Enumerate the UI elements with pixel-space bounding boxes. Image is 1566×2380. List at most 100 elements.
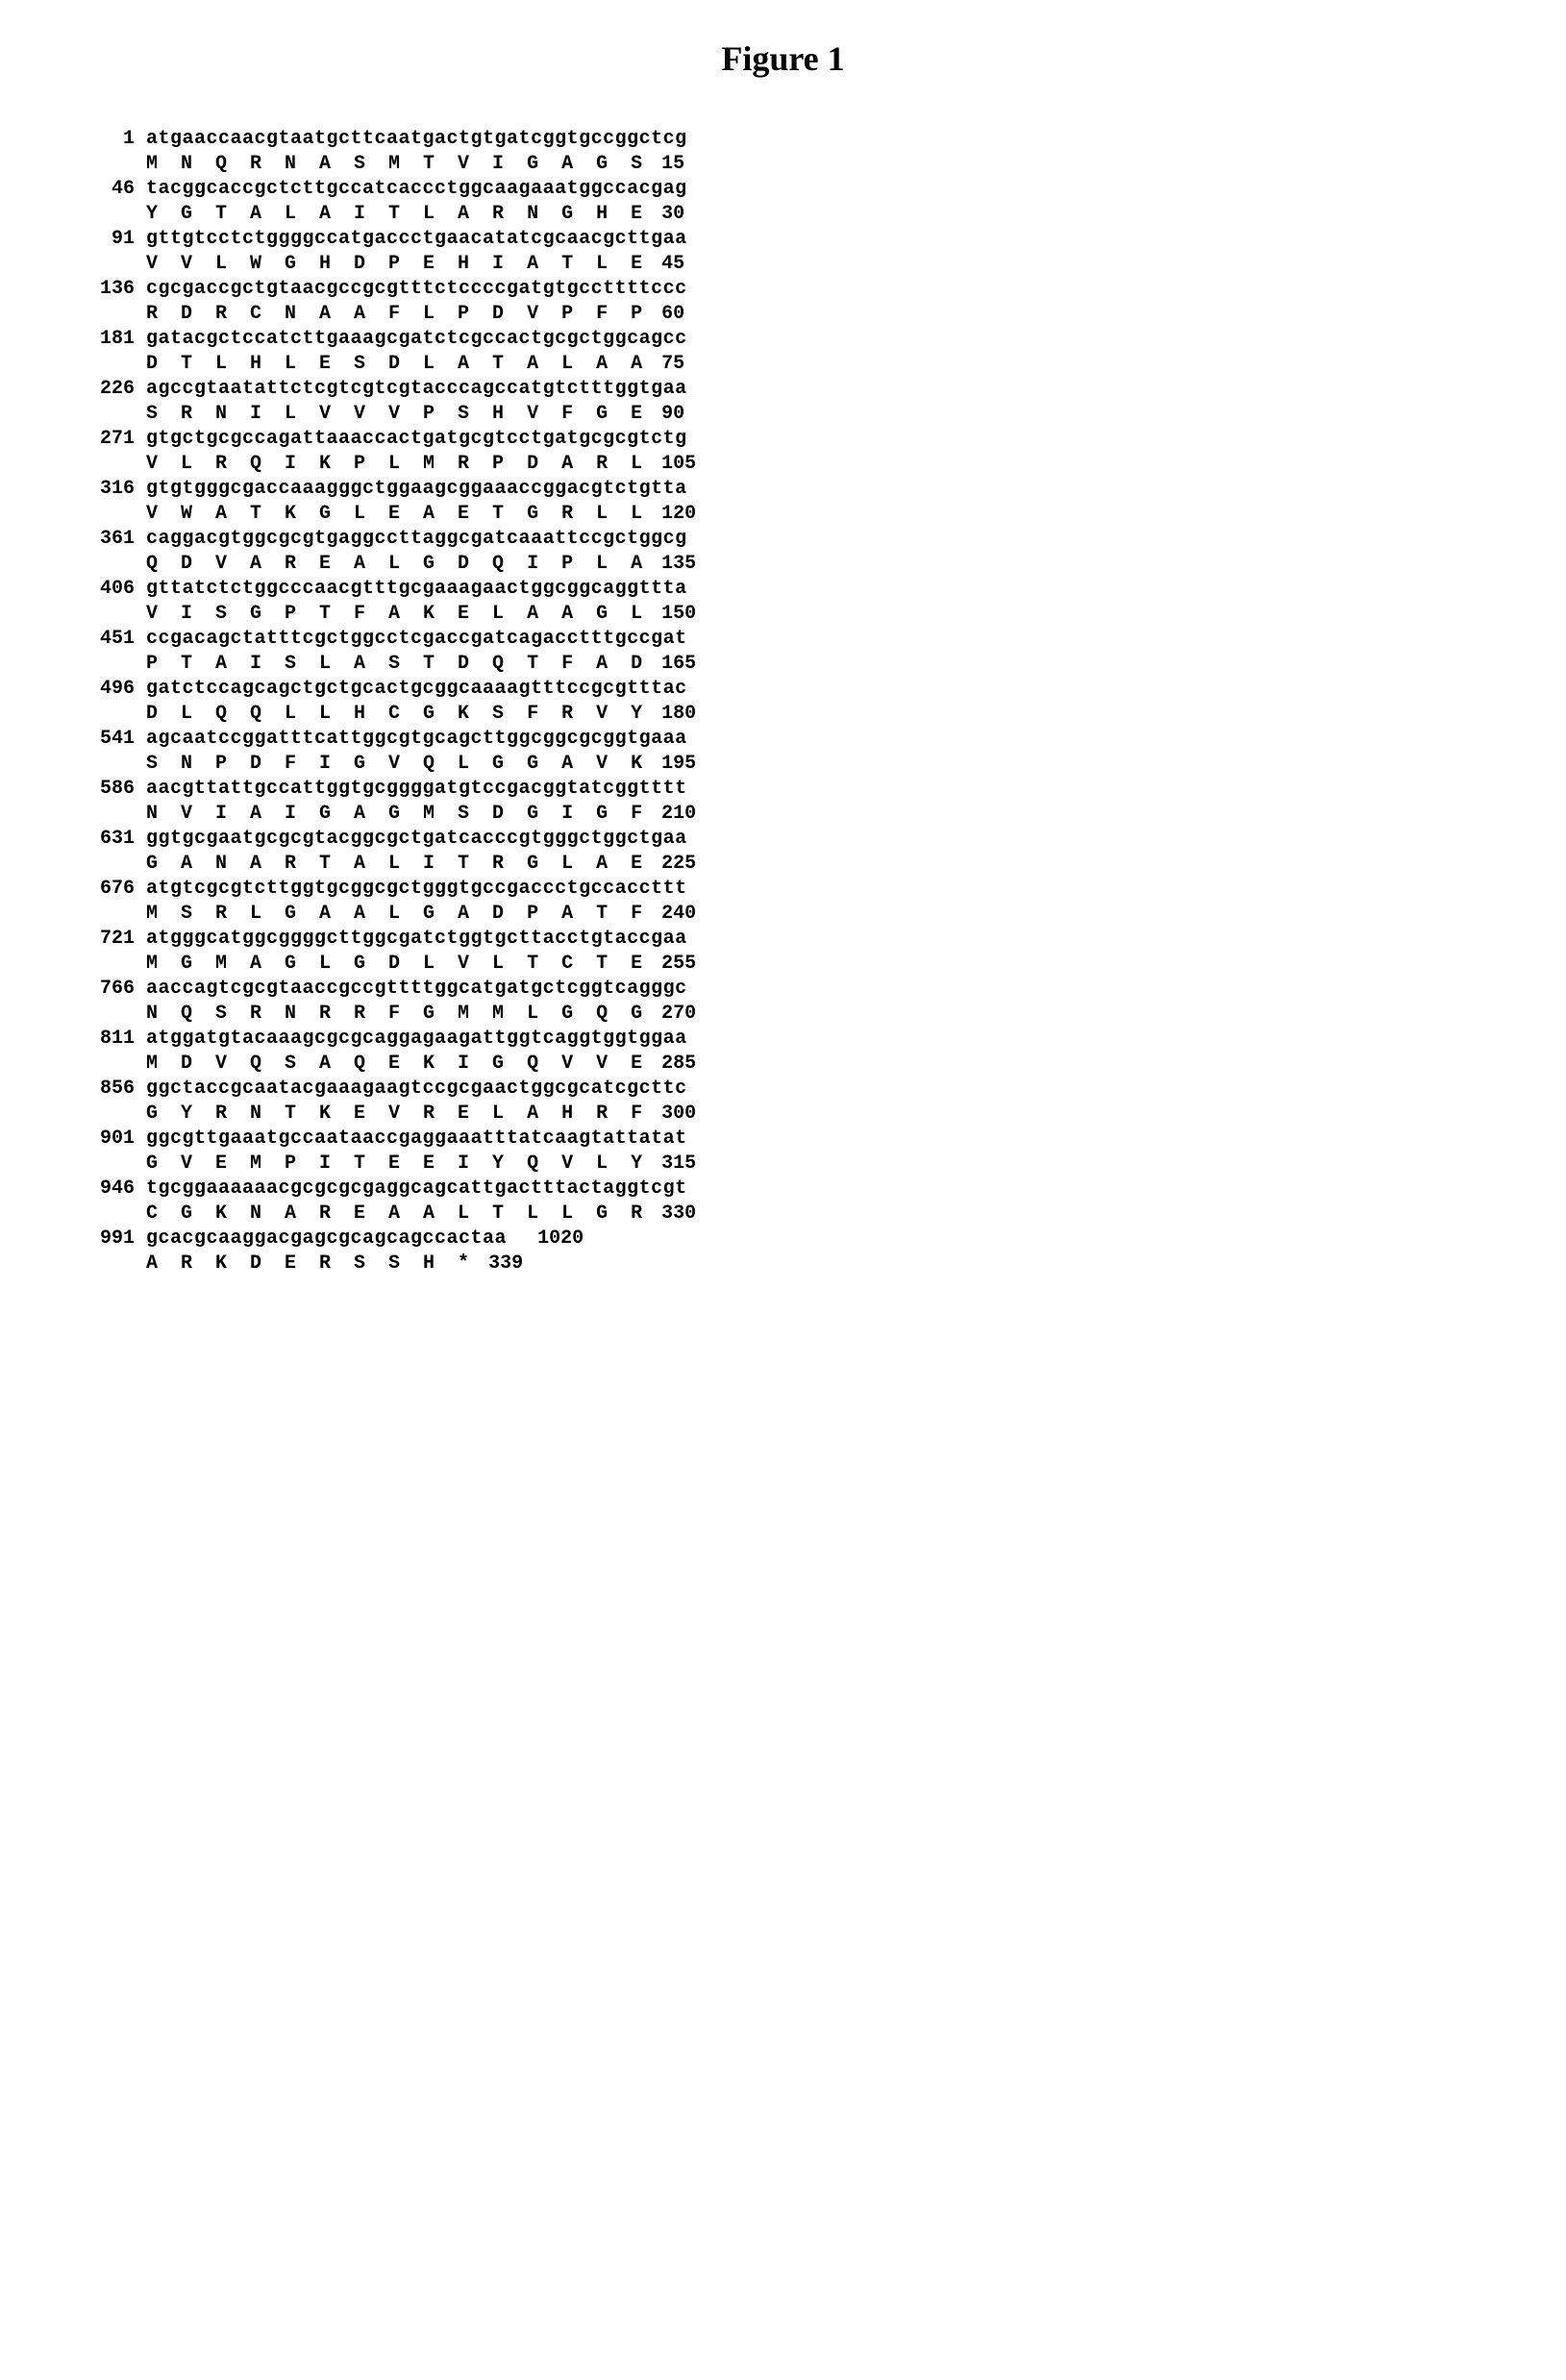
- nucleotide-sequence: ggtgcgaatgcgcgtacggcgctgatcacccgtgggctgg…: [146, 827, 687, 852]
- nuc-start-position: 451: [58, 627, 146, 652]
- amino-acid-row: M G M A G L G D L V L T C T E255: [58, 952, 1508, 977]
- nuc-start-position: 721: [58, 927, 146, 952]
- aa-end-position: 330: [642, 1202, 696, 1227]
- nucleotide-row: 361caggacgtggcgcgtgaggccttaggcgatcaaattc…: [58, 527, 1508, 552]
- amino-acid-row: G Y R N T K E V R E L A H R F300: [58, 1102, 1508, 1127]
- nucleotide-row: 91gttgtcctctggggccatgaccctgaacatatcgcaac…: [58, 227, 1508, 252]
- nucleotide-sequence: ggctaccgcaatacgaaagaagtccgcgaactggcgcatc…: [146, 1077, 687, 1102]
- amino-acid-sequence: C G K N A R E A A L T L L G R: [146, 1202, 642, 1227]
- nucleotide-sequence: aaccagtcgcgtaaccgccgttttggcatgatgctcggtc…: [146, 977, 687, 1002]
- nuc-start-position: 541: [58, 727, 146, 752]
- aa-end-position: 300: [642, 1102, 696, 1127]
- nucleotide-row: 856ggctaccgcaatacgaaagaagtccgcgaactggcgc…: [58, 1077, 1508, 1102]
- amino-acid-row: M D V Q S A Q E K I G Q V V E285: [58, 1052, 1508, 1077]
- nucleotide-sequence: cgcgaccgctgtaacgccgcgtttctccccgatgtgcctt…: [146, 277, 687, 302]
- aa-end-position: 90: [642, 402, 684, 427]
- aa-end-position: 150: [642, 602, 696, 627]
- aa-end-position: 255: [642, 952, 696, 977]
- aa-end-position: 45: [642, 252, 684, 277]
- aa-end-position: 315: [642, 1152, 696, 1177]
- aa-end-position: 165: [642, 652, 696, 677]
- amino-acid-sequence: N V I A I G A G M S D G I G F: [146, 802, 642, 827]
- nucleotide-sequence: gtgtgggcgaccaaagggctggaagcggaaaccggacgtc…: [146, 477, 687, 502]
- nucleotide-row: 676atgtcgcgtcttggtgcggcgctgggtgccgaccctg…: [58, 877, 1508, 902]
- amino-acid-row: R D R C N A A F L P D V P F P60: [58, 302, 1508, 327]
- amino-acid-sequence: S R N I L V V V P S H V F G E: [146, 402, 642, 427]
- nucleotide-row: 721atgggcatggcggggcttggcgatctggtgcttacct…: [58, 927, 1508, 952]
- amino-acid-sequence: V V L W G H D P E H I A T L E: [146, 252, 642, 277]
- amino-acid-row: V L R Q I K P L M R P D A R L105: [58, 452, 1508, 477]
- amino-acid-row: D L Q Q L L H C G K S F R V Y180: [58, 702, 1508, 727]
- nucleotide-row: 631ggtgcgaatgcgcgtacggcgctgatcacccgtgggc…: [58, 827, 1508, 852]
- nucleotide-sequence: atggatgtacaaagcgcgcaggagaagattggtcaggtgg…: [146, 1027, 687, 1052]
- nucleotide-row: 181gatacgctccatcttgaaagcgatctcgccactgcgc…: [58, 327, 1508, 352]
- aa-end-position: 135: [642, 552, 696, 577]
- nucleotide-sequence: gatctccagcagctgctgcactgcggcaaaagtttccgcg…: [146, 677, 687, 702]
- nucleotide-row: 46tacggcaccgctcttgccatcaccctggcaagaaatgg…: [58, 177, 1508, 202]
- nucleotide-sequence: atgaaccaacgtaatgcttcaatgactgtgatcggtgccg…: [146, 127, 687, 152]
- amino-acid-row: N Q S R N R R F G M M L G Q G270: [58, 1002, 1508, 1027]
- amino-acid-sequence: A R K D E R S S H *: [146, 1252, 469, 1277]
- nucleotide-sequence: tacggcaccgctcttgccatcaccctggcaagaaatggcc…: [146, 177, 687, 202]
- nuc-start-position: 676: [58, 877, 146, 902]
- aa-end-position: 210: [642, 802, 696, 827]
- nuc-start-position: 1: [58, 127, 146, 152]
- nucleotide-sequence: tgcggaaaaaacgcgcgcgaggcagcattgactttactag…: [146, 1177, 687, 1202]
- aa-end-position: 105: [642, 452, 696, 477]
- nuc-start-position: 586: [58, 777, 146, 802]
- nuc-start-position: 361: [58, 527, 146, 552]
- amino-acid-sequence: D L Q Q L L H C G K S F R V Y: [146, 702, 642, 727]
- nucleotide-sequence: gatacgctccatcttgaaagcgatctcgccactgcgctgg…: [146, 327, 687, 352]
- nucleotide-row: 1atgaaccaacgtaatgcttcaatgactgtgatcggtgcc…: [58, 127, 1508, 152]
- amino-acid-row: A R K D E R S S H *339: [58, 1252, 1508, 1277]
- nuc-start-position: 136: [58, 277, 146, 302]
- nuc-start-position: 811: [58, 1027, 146, 1052]
- nucleotide-row: 901ggcgttgaaatgccaataaccgaggaaatttatcaag…: [58, 1127, 1508, 1152]
- nucleotide-sequence: gcacgcaaggacgagcgcagcagccactaa: [146, 1227, 507, 1252]
- nuc-start-position: 496: [58, 677, 146, 702]
- amino-acid-sequence: D T L H L E S D L A T A L A A: [146, 352, 642, 377]
- aa-end-position: 240: [642, 902, 696, 927]
- amino-acid-sequence: G Y R N T K E V R E L A H R F: [146, 1102, 642, 1127]
- amino-acid-sequence: M N Q R N A S M T V I G A G S: [146, 152, 642, 177]
- nuc-start-position: 406: [58, 577, 146, 602]
- aa-end-position: 195: [642, 752, 696, 777]
- amino-acid-row: V V L W G H D P E H I A T L E45: [58, 252, 1508, 277]
- amino-acid-sequence: S N P D F I G V Q L G G A V K: [146, 752, 642, 777]
- nuc-start-position: 181: [58, 327, 146, 352]
- amino-acid-sequence: V I S G P T F A K E L A A G L: [146, 602, 642, 627]
- nuc-start-position: 271: [58, 427, 146, 452]
- amino-acid-row: S N P D F I G V Q L G G A V K195: [58, 752, 1508, 777]
- amino-acid-row: G V E M P I T E E I Y Q V L Y315: [58, 1152, 1508, 1177]
- nuc-start-position: 631: [58, 827, 146, 852]
- nucleotide-row: 451ccgacagctatttcgctggcctcgaccgatcagacct…: [58, 627, 1508, 652]
- aa-end-position: 60: [642, 302, 684, 327]
- nucleotide-row: 766aaccagtcgcgtaaccgccgttttggcatgatgctcg…: [58, 977, 1508, 1002]
- nucleotide-sequence: gttgtcctctggggccatgaccctgaacatatcgcaacgc…: [146, 227, 687, 252]
- amino-acid-row: N V I A I G A G M S D G I G F210: [58, 802, 1508, 827]
- amino-acid-sequence: N Q S R N R R F G M M L G Q G: [146, 1002, 642, 1027]
- nucleotide-sequence: ccgacagctatttcgctggcctcgaccgatcagacctttg…: [146, 627, 687, 652]
- aa-end-position: 180: [642, 702, 696, 727]
- amino-acid-sequence: G A N A R T A L I T R G L A E: [146, 852, 642, 877]
- amino-acid-sequence: M S R L G A A L G A D P A T F: [146, 902, 642, 927]
- nucleotide-sequence: agccgtaatattctcgtcgtcgtacccagccatgtctttg…: [146, 377, 687, 402]
- nuc-start-position: 991: [58, 1227, 146, 1252]
- nucleotide-row: 541agcaatccggatttcattggcgtgcagcttggcggcg…: [58, 727, 1508, 752]
- amino-acid-sequence: M G M A G L G D L V L T C T E: [146, 952, 642, 977]
- nuc-start-position: 766: [58, 977, 146, 1002]
- nuc-start-position: 316: [58, 477, 146, 502]
- nucleotide-row: 136cgcgaccgctgtaacgccgcgtttctccccgatgtgc…: [58, 277, 1508, 302]
- nuc-start-position: 46: [58, 177, 146, 202]
- aa-end-position: 75: [642, 352, 684, 377]
- amino-acid-row: C G K N A R E A A L T L L G R330: [58, 1202, 1508, 1227]
- amino-acid-row: P T A I S L A S T D Q T F A D165: [58, 652, 1508, 677]
- aa-end-position: 225: [642, 852, 696, 877]
- amino-acid-row: S R N I L V V V P S H V F G E90: [58, 402, 1508, 427]
- amino-acid-sequence: V W A T K G L E A E T G R L L: [146, 502, 642, 527]
- amino-acid-row: M S R L G A A L G A D P A T F240: [58, 902, 1508, 927]
- amino-acid-row: G A N A R T A L I T R G L A E225: [58, 852, 1508, 877]
- aa-end-position: 339: [469, 1252, 523, 1277]
- amino-acid-sequence: M D V Q S A Q E K I G Q V V E: [146, 1052, 642, 1077]
- aa-end-position: 270: [642, 1002, 696, 1027]
